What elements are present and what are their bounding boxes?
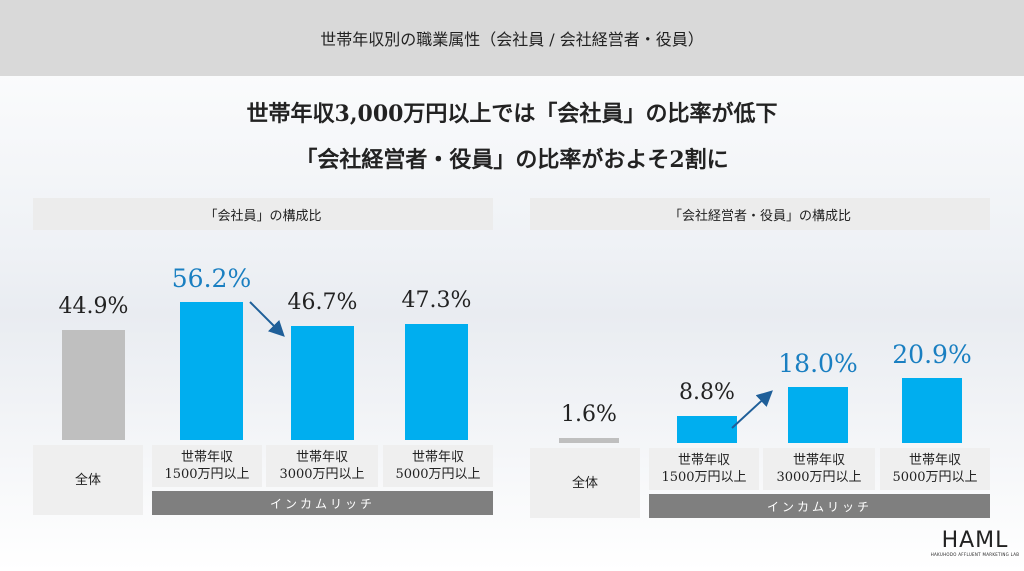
bar	[62, 329, 125, 440]
haml-logo: HAML HAKUHODO AFFLUENT MARKETING LAB	[930, 528, 1020, 558]
data-label: 18.0%	[778, 349, 858, 379]
category-label: 全体	[530, 448, 640, 518]
data-label: 44.9%	[58, 293, 129, 319]
logo-main: HAML	[941, 528, 1009, 553]
chart-subtitle: 「会社経営者・役員」の構成比	[530, 198, 990, 230]
category-label: 世帯年収 1500万円以上	[152, 445, 262, 487]
category-label: 世帯年収 5000万円以上	[880, 448, 990, 490]
data-label: 56.2%	[171, 264, 252, 294]
group-band: インカムリッチ	[152, 491, 493, 515]
data-label: 1.6%	[561, 402, 617, 428]
category-label: 世帯年収 3000万円以上	[266, 445, 378, 487]
data-label: 46.7%	[287, 289, 358, 315]
group-band: インカムリッチ	[649, 494, 990, 518]
bar	[559, 438, 619, 443]
category-label: 世帯年収 1500万円以上	[649, 448, 759, 490]
bar	[902, 378, 962, 443]
header-title: 世帯年収別の職業属性（会社員 / 会社経営者・役員）	[320, 30, 704, 49]
bar	[180, 302, 243, 440]
data-label: 20.9%	[892, 340, 972, 370]
bar	[788, 387, 848, 443]
bar	[405, 324, 468, 440]
category-label: 全体	[33, 445, 143, 515]
bar	[291, 325, 354, 440]
decrease-arrow	[249, 301, 285, 337]
headline-line2: 「会社経営者・役員」の比率がおよそ2割に	[295, 147, 729, 173]
chart-subtitle: 「会社員」の構成比	[33, 198, 493, 230]
category-label: 世帯年収 5000万円以上	[383, 445, 493, 487]
category-label: 世帯年収 3000万円以上	[763, 448, 875, 490]
logo-sub: HAKUHODO AFFLUENT MARKETING LAB	[930, 552, 1020, 557]
data-label: 47.3%	[401, 288, 472, 314]
increase-arrow	[731, 390, 773, 429]
data-label: 8.8%	[679, 379, 735, 405]
headline-line1: 世帯年収3,000万円以上では「会社員」の比率が低下	[246, 101, 778, 127]
header-bar: 世帯年収別の職業属性（会社員 / 会社経営者・役員）	[0, 0, 1024, 76]
bar	[677, 415, 737, 443]
